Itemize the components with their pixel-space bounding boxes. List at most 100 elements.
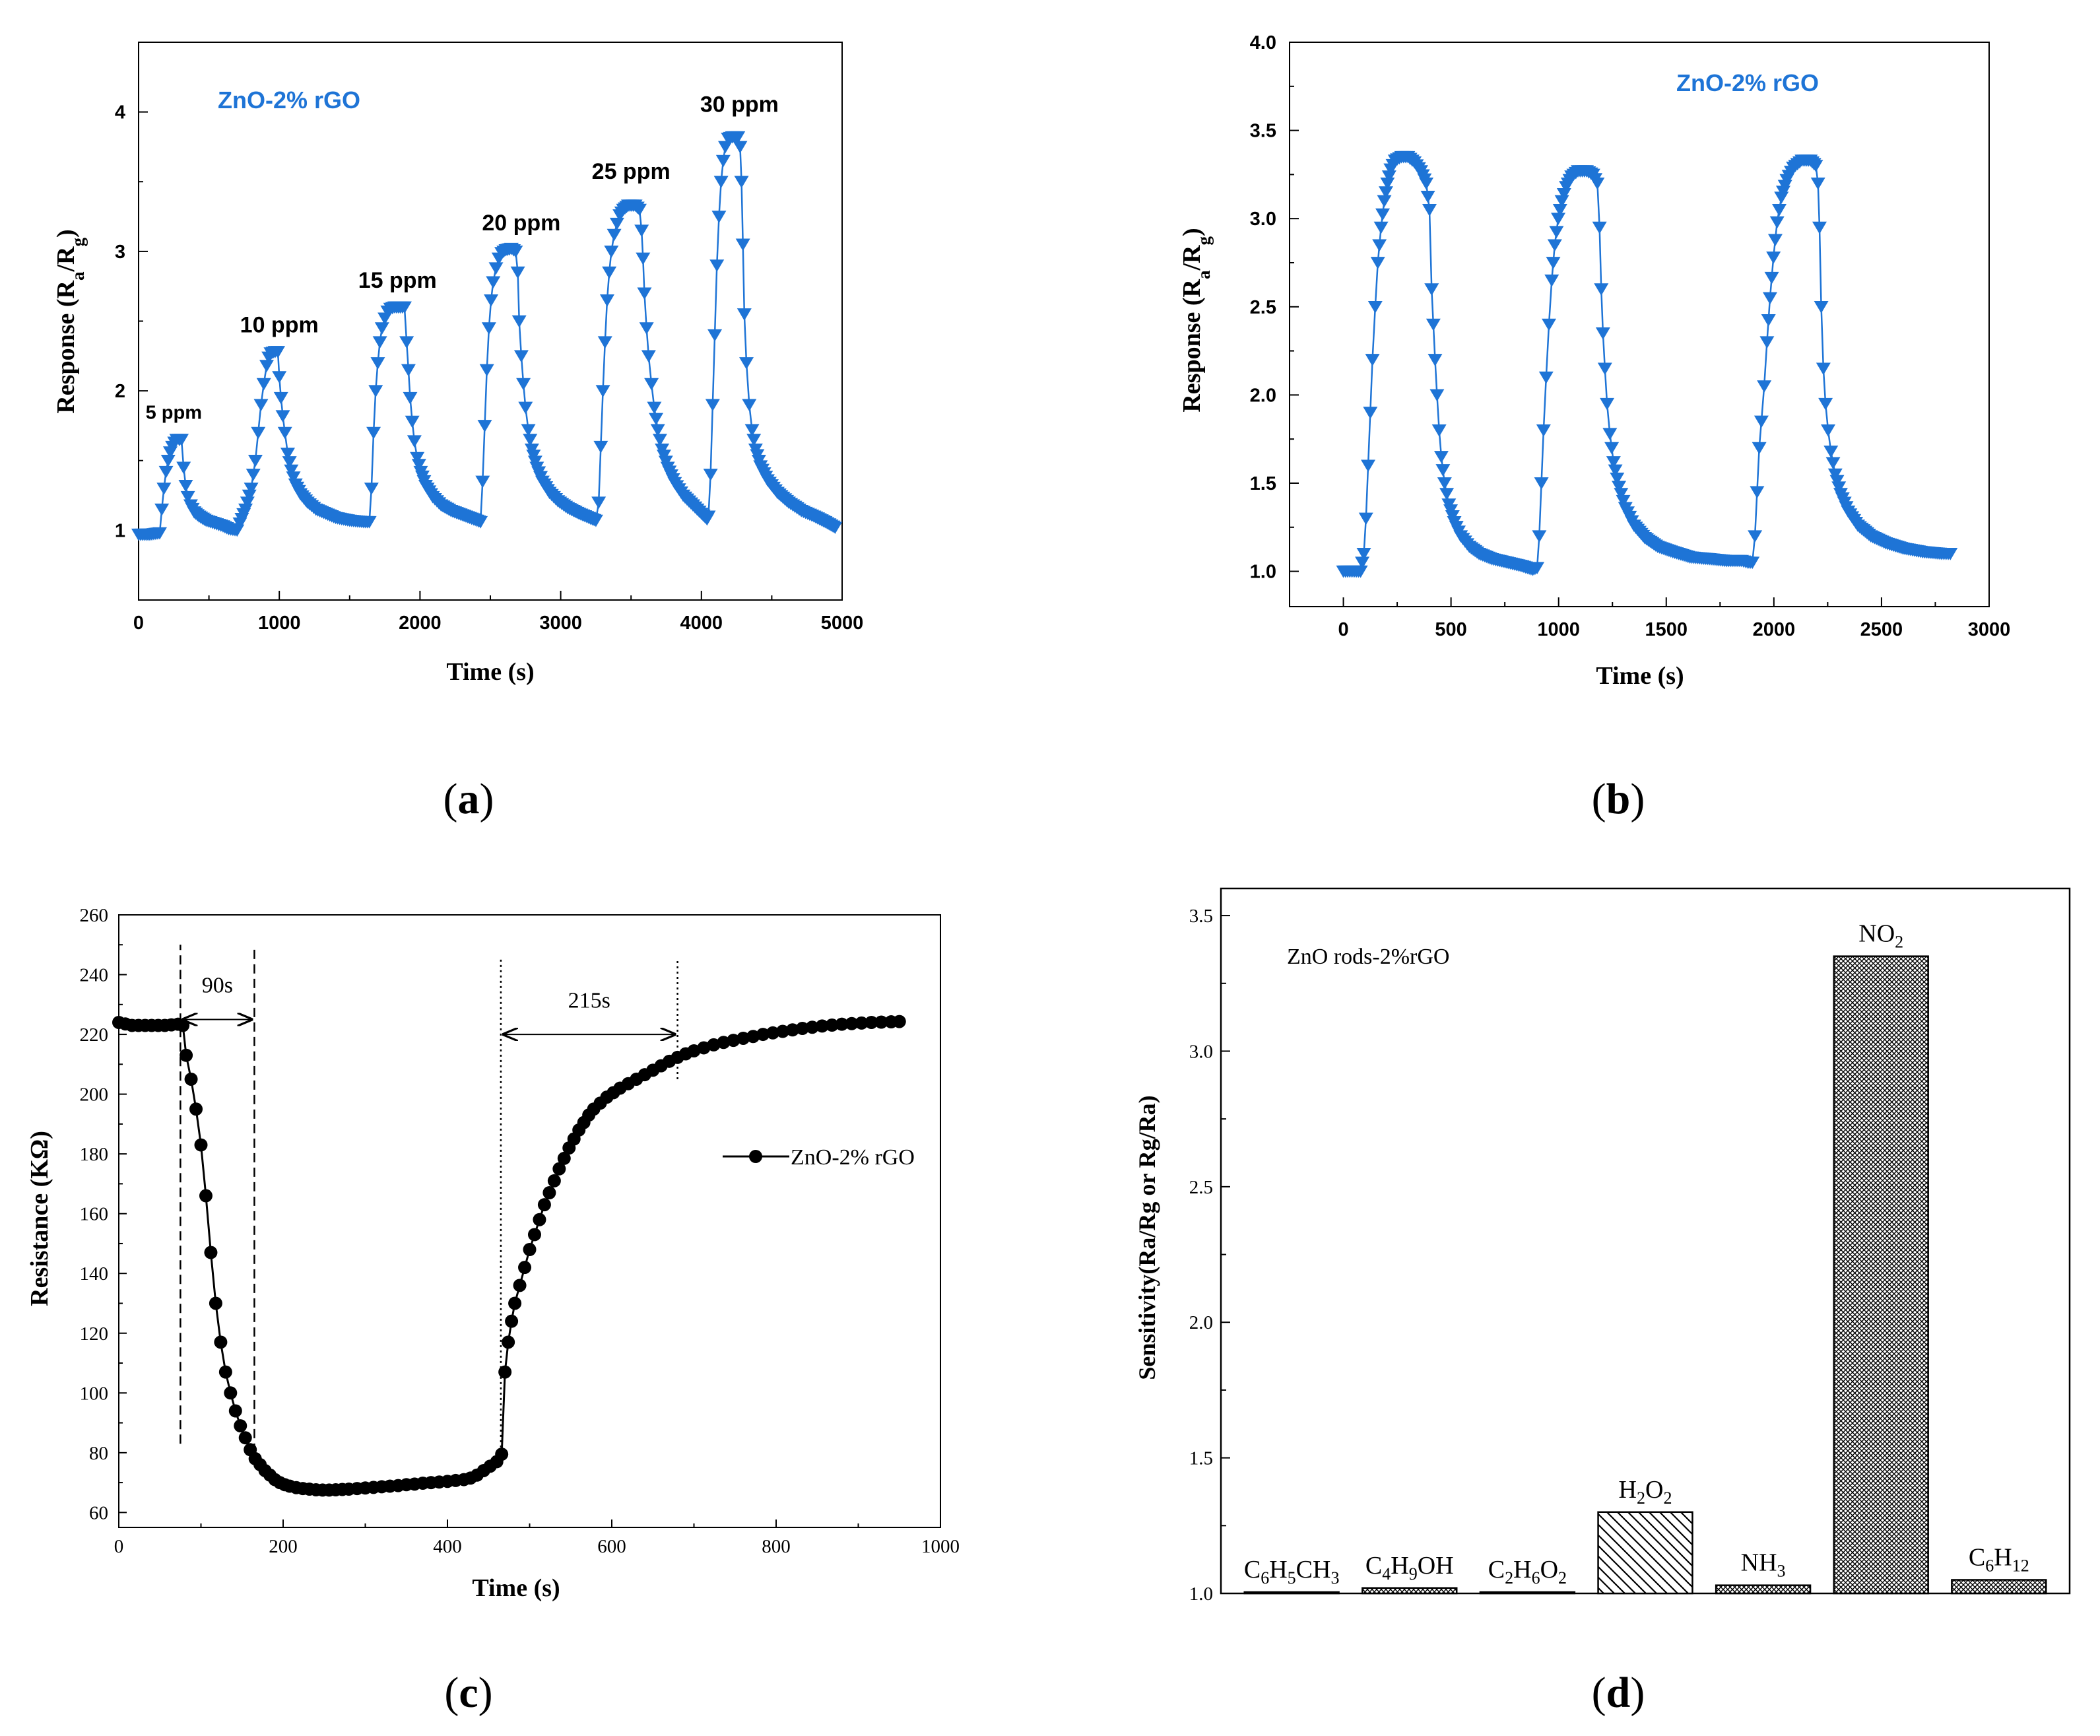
panel-a-data-point (597, 336, 612, 349)
panel-a-title: ZnO-2% rGO (218, 86, 360, 114)
panel-d-bar (1597, 1511, 1693, 1595)
panel-c-legend: ZnO-2% rGO (723, 1145, 915, 1170)
panel-c-data-point (795, 1022, 809, 1036)
panel-a-y-axis-label: Response (Ra/Rg) (52, 229, 88, 413)
panel-a-data-point (401, 364, 416, 377)
panel-c-x-tick-label: 0 (114, 1536, 124, 1557)
panel-b-data-point (1365, 354, 1380, 366)
panel-c-data-point (557, 1151, 571, 1165)
panel-a-data-point (247, 454, 263, 467)
panel-d-bar-label: NO2 (1858, 920, 1903, 952)
panel-a-data-point (256, 378, 271, 391)
panel-d-bar (1479, 1591, 1576, 1595)
panel-c-span-label: 90s (202, 974, 233, 998)
panel-c-ticks: 0 200 400 600 800 1000 60 80 100 120 140 160 180 200 2… (80, 905, 960, 1557)
panel-d-y-axis-label: Sensitivity(Ra/Rg or Rg/Ra) (1134, 1095, 1160, 1380)
panel-d-bar-label-part: C (1296, 1556, 1313, 1584)
panel-d-bar (1833, 955, 1929, 1595)
panel-c-data-point (176, 1018, 190, 1032)
panel-c-data-point (518, 1261, 532, 1275)
panel-a-annotation: 5 ppm (146, 402, 202, 423)
panel-d-bar-label-part: H (1269, 1556, 1287, 1584)
panel-a-data-point (405, 415, 420, 428)
panel-a-data-point (599, 294, 614, 307)
panel-d-bar-label-part: O (1645, 1476, 1663, 1504)
panel-a-y-tick-label: 4 (115, 102, 125, 123)
panel-a-data-point (259, 360, 275, 372)
panel-a-data-point (410, 451, 425, 465)
panel-b-data-point (1544, 274, 1559, 287)
panel-a-letter: (a) (443, 775, 494, 823)
panel-c-data-point (194, 1138, 208, 1152)
panel-c-data-point (775, 1024, 789, 1038)
panel-c-data-point (874, 1015, 888, 1029)
panel-a-data-point (508, 246, 523, 258)
panel-d-bar-label-part: OH (1418, 1552, 1454, 1580)
panel-c-x-tick-label: 800 (762, 1536, 791, 1557)
panel-a-data-point (368, 385, 383, 398)
panel-c-data-point (508, 1296, 522, 1310)
panel-c-data-point (495, 1448, 509, 1461)
panel-a-data-point (364, 483, 379, 495)
panel-c-data-point (892, 1015, 906, 1028)
panel-b-data-point (1367, 300, 1383, 314)
panel-d-y-tick-label: 2.0 (1189, 1312, 1213, 1333)
panel-b-data-point (1426, 318, 1441, 331)
panel-b-data-point (1602, 428, 1618, 441)
panel-d-bar (1715, 1584, 1812, 1595)
panel-c-data-point (523, 1243, 537, 1257)
panel-b-data-point (1757, 380, 1772, 393)
panel-d-bar-label-part: H (1619, 1476, 1637, 1504)
panel-b-data-point (1769, 216, 1785, 229)
panel-a-data-point (397, 301, 412, 314)
panel-c-y-tick-label: 80 (89, 1443, 108, 1464)
panel-b-data-point (1534, 477, 1549, 490)
panel-b-y-tick-label: 3.0 (1250, 209, 1276, 230)
panel-b-data-point (1943, 548, 1958, 560)
panel-b-y-tick-label: 3.5 (1250, 121, 1276, 142)
panel-d-bar-label-part: O (1540, 1556, 1558, 1584)
panel-b-data-point (1536, 424, 1551, 437)
panel-b-data-point (1373, 221, 1389, 234)
panel-b-x-tick-label: 1000 (1537, 619, 1580, 640)
panel-a-y-tick-label: 1 (115, 520, 125, 541)
panel-a-annotation: 30 ppm (700, 92, 779, 117)
panel-a-data-point (473, 516, 488, 529)
panel-a-annotation: 15 ppm (358, 268, 437, 293)
panel-d-bar-label-part: 2 (1895, 933, 1903, 952)
panel-b-plot-frame (1289, 42, 1990, 607)
panel-a-data-point (591, 496, 607, 510)
panel-b-series (1336, 150, 1958, 578)
panel-a-y-tick-label: 3 (115, 242, 125, 263)
panel-a-x-tick-label: 4000 (680, 613, 723, 634)
panel-a-data-point (238, 503, 253, 516)
panel-d-bar-label-part: 3 (1777, 1562, 1786, 1581)
panel-b-data-point (1556, 187, 1571, 201)
panel-a-data-point (253, 399, 269, 412)
panel-a-data-point (152, 527, 167, 540)
panel-a-data-point (739, 357, 754, 370)
panel-c-x-tick-label: 600 (597, 1536, 626, 1557)
panel-a-series (131, 131, 843, 541)
panel-d-bar-label-part: H (1313, 1556, 1330, 1584)
panel-d-bar-label-part: 12 (2012, 1556, 2029, 1575)
panel-c-y-axis-label: Resistance (KΩ) (26, 1131, 53, 1306)
panel-a-data-point (632, 203, 647, 217)
panel-a-data-point (604, 246, 619, 258)
panel-a-data-point (636, 252, 651, 265)
panel-d-bar-label-part: NO (1858, 920, 1895, 948)
panel-a-x-axis-label: Time (s) (446, 658, 534, 686)
panel-c-data-point (218, 1365, 232, 1379)
panel-b-data-point (1551, 213, 1566, 226)
panel-b-data-point (1552, 204, 1567, 217)
panel-a-data-point (602, 266, 617, 279)
panel-b-data-point (1772, 204, 1787, 217)
panel-c-data-point (537, 1198, 551, 1212)
panel-a-data-point (639, 322, 654, 335)
panel-d-y-tick-label: 3.5 (1189, 906, 1213, 927)
panel-a-data-point (251, 426, 266, 440)
panel-c-y-tick-label: 240 (80, 965, 109, 986)
panel-b-data-point (1356, 548, 1371, 560)
panel-b-data-point (1546, 257, 1561, 269)
panel-b-data-point (1810, 177, 1825, 190)
